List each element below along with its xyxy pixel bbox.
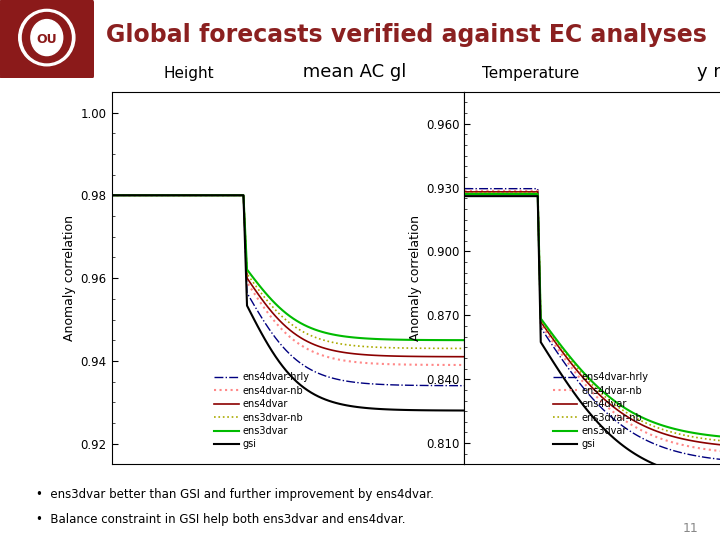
Ellipse shape (19, 9, 75, 66)
Y-axis label: Anomaly correlation: Anomaly correlation (63, 215, 76, 341)
Text: OU: OU (37, 32, 57, 46)
Text: 11: 11 (683, 522, 698, 535)
Text: Height: Height (164, 66, 215, 81)
Text: y mean: y mean (697, 63, 720, 81)
Ellipse shape (31, 19, 63, 56)
Legend: ens4dvar-hrly, ens4dvar-nb, ens4dvar, ens3dvar-nb, ens3dvar, gsi: ens4dvar-hrly, ens4dvar-nb, ens4dvar, en… (549, 368, 652, 453)
Legend: ens4dvar-hrly, ens4dvar-nb, ens4dvar, ens3dvar-nb, ens3dvar, gsi: ens4dvar-hrly, ens4dvar-nb, ens4dvar, en… (210, 368, 313, 453)
FancyBboxPatch shape (0, 0, 94, 80)
Text: mean AC gl: mean AC gl (297, 63, 406, 81)
Text: Temperature: Temperature (482, 66, 580, 81)
Text: Global forecasts verified against EC analyses: Global forecasts verified against EC ana… (106, 23, 707, 47)
Ellipse shape (22, 12, 71, 63)
Text: •  ens3dvar better than GSI and further improvement by ens4dvar.: • ens3dvar better than GSI and further i… (36, 488, 434, 501)
Y-axis label: Anomaly correlation: Anomaly correlation (409, 215, 422, 341)
Text: •  Balance constraint in GSI help both ens3dvar and ens4dvar.: • Balance constraint in GSI help both en… (36, 513, 405, 526)
